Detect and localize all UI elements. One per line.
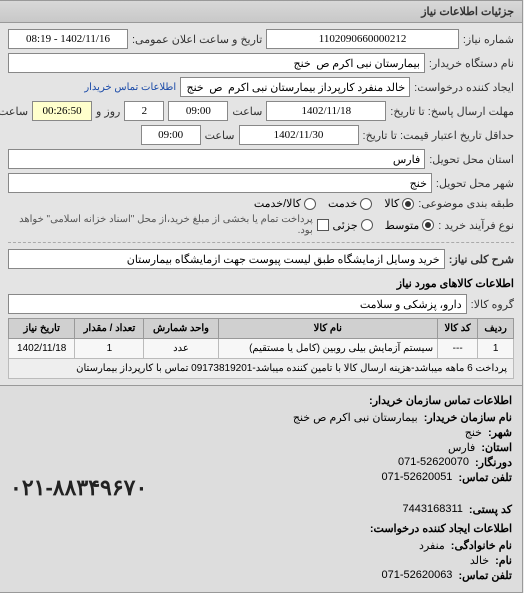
creator-label: ایجاد کننده درخواست: xyxy=(415,81,515,94)
f-phone: 071-52620051 xyxy=(382,471,453,501)
f-city: خنج xyxy=(466,426,483,439)
divider xyxy=(9,242,515,243)
overall-label: شرح کلی نیاز: xyxy=(450,253,515,266)
days-label: روز و xyxy=(97,105,121,118)
details-panel: جزئیات اطلاعات نیاز شماره نیاز: تاریخ و … xyxy=(0,0,524,593)
deadline-label: مهلت ارسال پاسخ: تا تاریخ: xyxy=(391,105,515,118)
footer-title: اطلاعات تماس سازمان خریدار: xyxy=(11,394,513,407)
radio-khadmat-label: خدمت xyxy=(329,197,358,210)
validity-time[interactable] xyxy=(142,125,202,145)
radio-khadmat[interactable]: خدمت xyxy=(329,197,373,210)
f-post-label: کد پستی: xyxy=(470,503,513,516)
radio-motavaset[interactable]: متوسط xyxy=(386,219,436,232)
city-field[interactable] xyxy=(9,173,433,193)
contact-link[interactable]: اطلاعات تماس خریدار xyxy=(85,82,177,93)
f-family: منفرد xyxy=(420,539,446,552)
footer: اطلاعات تماس سازمان خریدار: نام سازمان خ… xyxy=(1,385,523,592)
pub-dt-label: تاریخ و ساعت اعلان عمومی: xyxy=(133,33,263,46)
f-city-label: شهر: xyxy=(489,426,513,439)
f-post: 7443168311 xyxy=(404,503,464,516)
cell-name: سیستم آزمایش بیلی روبین (کامل یا مستقیم) xyxy=(219,339,439,359)
f-org-label: نام سازمان خریدار: xyxy=(425,411,513,424)
col-code: کد کالا xyxy=(439,319,479,339)
req-no-label: شماره نیاز: xyxy=(464,33,515,46)
col-row: ردیف xyxy=(479,319,515,339)
table-header-row: ردیف کد کالا نام کالا واحد شمارش تعداد /… xyxy=(10,319,515,339)
panel-title: جزئیات اطلاعات نیاز xyxy=(1,1,523,23)
col-name: نام کالا xyxy=(219,319,439,339)
cell-qty: 1 xyxy=(76,339,145,359)
f-phone-label: تلفن تماس: xyxy=(459,471,513,501)
col-date: تاریخ نیاز xyxy=(10,319,76,339)
f-org: بیمارستان نبی اکرم ص خنج xyxy=(294,411,419,424)
col-qty: تعداد / مقدار xyxy=(76,319,145,339)
radio-dot-icon xyxy=(403,198,415,210)
f-province: فارس xyxy=(449,441,476,454)
days-field[interactable] xyxy=(125,101,165,121)
overall-field[interactable] xyxy=(9,249,446,269)
tax-checkbox[interactable] xyxy=(318,219,330,231)
req-no-field[interactable] xyxy=(267,29,459,49)
buyer-field[interactable] xyxy=(9,53,426,73)
remain-time xyxy=(33,101,93,121)
radio-jozee[interactable]: جزئی xyxy=(334,219,374,232)
at-label: ساعت xyxy=(233,105,263,118)
f-province-label: استان: xyxy=(482,441,513,454)
col-unit: واحد شمارش xyxy=(145,319,219,339)
f-name-label: نام: xyxy=(496,554,513,567)
province-field[interactable] xyxy=(9,149,426,169)
form-body: شماره نیاز: تاریخ و ساعت اعلان عمومی: نا… xyxy=(1,23,523,385)
radio-kk-label: کالا/خدمت xyxy=(255,197,302,210)
f-family-label: نام خانوادگی: xyxy=(452,539,513,552)
radio-dot-icon xyxy=(305,198,317,210)
province-label: استان محل تحویل: xyxy=(430,153,515,166)
validity-date[interactable] xyxy=(240,125,360,145)
process-label: نوع فرآیند خرید : xyxy=(439,219,515,232)
radio-kala-label: کالا xyxy=(385,197,400,210)
group-field[interactable] xyxy=(9,294,468,314)
f-name: خالد xyxy=(471,554,490,567)
radio-kala[interactable]: کالا xyxy=(385,197,415,210)
radio-dot-icon xyxy=(361,198,373,210)
cell-date: 1402/11/18 xyxy=(10,339,76,359)
big-phone: ۰۲۱-۸۸۳۴۹۶۷۰ xyxy=(11,475,148,501)
pub-dt-field[interactable] xyxy=(9,29,129,49)
cell-row: 1 xyxy=(479,339,515,359)
cell-code: --- xyxy=(439,339,479,359)
deadline-time[interactable] xyxy=(169,101,229,121)
items-header: اطلاعات کالاهای مورد نیاز xyxy=(9,277,515,290)
tax-note: پرداخت تمام یا بخشی از مبلغ خرید،از محل … xyxy=(9,214,314,236)
at-label2: ساعت xyxy=(206,129,236,142)
cell-unit: عدد xyxy=(145,339,219,359)
deadline-date[interactable] xyxy=(267,101,387,121)
f-fax: 071-52620070 xyxy=(399,456,470,469)
group-label: گروه کالا: xyxy=(472,298,515,311)
table-desc-row: پرداخت 6 ماهه میباشد-هزینه ارسال کالا با… xyxy=(10,359,515,379)
radio-jozee-label: جزئی xyxy=(334,219,359,232)
radio-dot-icon xyxy=(423,219,435,231)
desc-cell: پرداخت 6 ماهه میباشد-هزینه ارسال کالا با… xyxy=(10,359,515,379)
items-table: ردیف کد کالا نام کالا واحد شمارش تعداد /… xyxy=(9,318,515,379)
radio-kala-khadmat[interactable]: کالا/خدمت xyxy=(255,197,317,210)
city-label: شهر محل تحویل: xyxy=(437,177,515,190)
table-row[interactable]: 1 --- سیستم آزمایش بیلی روبین (کامل یا م… xyxy=(10,339,515,359)
validity-label: حداقل تاریخ اعتبار قیمت: تا تاریخ: xyxy=(364,129,515,142)
creator-field[interactable] xyxy=(181,77,411,97)
buyer-label: نام دستگاه خریدار: xyxy=(430,57,515,70)
subject-class-label: طبقه بندی موضوعی: xyxy=(419,197,515,210)
f-fax-label: دورنگار: xyxy=(476,456,513,469)
process-radio-group: متوسط جزئی xyxy=(334,219,436,232)
radio-motavaset-label: متوسط xyxy=(386,219,421,232)
subject-radio-group: کالا خدمت کالا/خدمت xyxy=(255,197,415,210)
remain-label: ساعت باقی مانده xyxy=(0,105,29,118)
radio-dot-icon xyxy=(362,219,374,231)
creator-title: اطلاعات ایجاد کننده درخواست: xyxy=(11,522,513,535)
